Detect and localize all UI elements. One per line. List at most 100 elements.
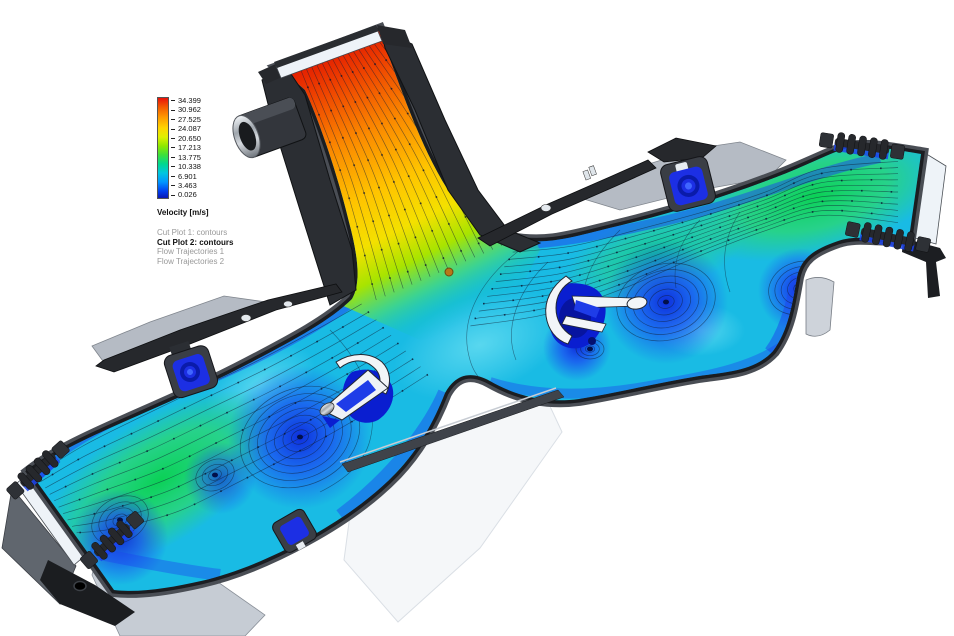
streamline [352,40,476,258]
legend-tick-label: 17.213 [171,144,201,152]
vortex-ring [274,414,326,460]
legend-tick-label: 10.338 [171,163,201,171]
vortex-ring [624,269,708,335]
vortex-ring [657,295,675,309]
streamline [332,47,440,274]
plenum-streamline [724,211,741,293]
sensor-port-right [660,156,716,212]
bellows-rib [872,224,883,245]
bellows-base [94,523,130,557]
bellows-rib [91,542,108,560]
bellows-row [6,440,70,500]
valve-arm-tip [626,296,648,310]
legend-tick-label: 13.775 [171,154,201,162]
colorbar-tick-labels: 34.399 30.962 27.525 24.087 20.650 17.213 13.7… [171,97,201,199]
throttle-valve-right [545,275,648,349]
streamline [301,57,386,297]
bellows-clamp [80,551,98,569]
vortex-ring [649,288,683,316]
streamline [342,43,458,266]
bellows-clamp [845,221,861,238]
velocity-legend: 34.399 30.962 27.525 24.087 20.650 17.213 13.7… [157,97,233,266]
streamline [495,184,899,282]
bellows-rib [116,520,133,538]
streamline-arrows [347,41,467,262]
bellows-clamp [915,236,931,253]
streamline [40,311,370,482]
legend-tick-label: 3.463 [171,182,201,190]
legend-tick-label: 0.026 [171,191,201,199]
plot-caption: Flow Trajectories 2 [157,256,225,266]
sensor-port-left [163,340,219,399]
bellows-rib [857,135,867,157]
bellows-row [818,132,906,160]
legend-tick-label: 30.962 [171,106,201,114]
bellows-base [20,453,56,487]
streamline-arrows [305,55,396,293]
housing-components [40,25,946,626]
streamline-arrows [49,326,385,496]
plot-caption: Cut Plot 2: contours [157,237,234,247]
velocity-colorbar [157,97,169,199]
streamline [504,173,899,268]
streamline-arrows [295,58,378,301]
sensor-bracket-bottom [272,508,317,553]
top-right-arm [477,159,657,247]
bellows-clamp [818,132,834,149]
right-outlet-hook [902,238,946,298]
legend-tick-label: 24.087 [171,125,201,133]
bellows-rib [893,229,904,250]
streamline [512,161,899,253]
legend-tick-label: 27.525 [171,116,201,124]
streamline-arrows [508,166,899,261]
streamline-arrows [499,178,899,276]
bellows-rib [17,472,34,490]
vortex-ring [195,458,235,492]
vortex-core [587,346,593,352]
arm-bolt [240,314,252,322]
bellows-rib [861,222,872,243]
throttle-valve-left [319,354,394,428]
arm-bolt [540,204,552,212]
bellows-clamp [890,143,906,160]
bellows-clamp [51,440,70,459]
vortex-ring [616,262,716,342]
inlet-housing-right [380,29,542,253]
legend-title: Velocity [m/s] [157,208,209,217]
plot-caption-list: Cut Plot 1: contours Cut Plot 2: contours… [157,228,233,266]
bellows-couplings [6,132,931,569]
bellows-clamp [6,481,25,500]
valve-shaft-tip [319,402,335,416]
streamline-arrows [316,52,413,285]
inlet-port [232,97,307,159]
legend-tick-label: 34.399 [171,97,201,105]
bellows-clamp [126,511,144,529]
bellows-row [80,511,144,569]
bellows-rib [882,226,894,248]
plenum-streamline [583,229,621,291]
left-arm [95,283,343,373]
valve-plate-slot [336,380,376,412]
plot-caption: Flow Trajectories 1 [157,247,225,257]
streamline-arrows [482,199,899,305]
vortex-ring [201,463,229,487]
streamline-arrows [357,38,485,254]
streamline [321,50,422,281]
arm-bolt [283,300,293,308]
streamline [491,190,899,290]
cut-plane-hole [444,267,454,277]
vortex-core [297,434,303,440]
vortex-core [212,472,218,478]
plenum-streamline [511,261,549,361]
bellows-rib [99,534,116,553]
bellows-rib [42,450,59,468]
vortex-ring [641,282,691,322]
right-mid-gray-plate [805,277,835,337]
vortex-ring [584,345,596,353]
bellows-rib [33,457,51,476]
bellows-rib [25,464,43,483]
plot-caption: Cut Plot 1: contours [157,228,228,237]
bellows-rib [846,134,856,155]
